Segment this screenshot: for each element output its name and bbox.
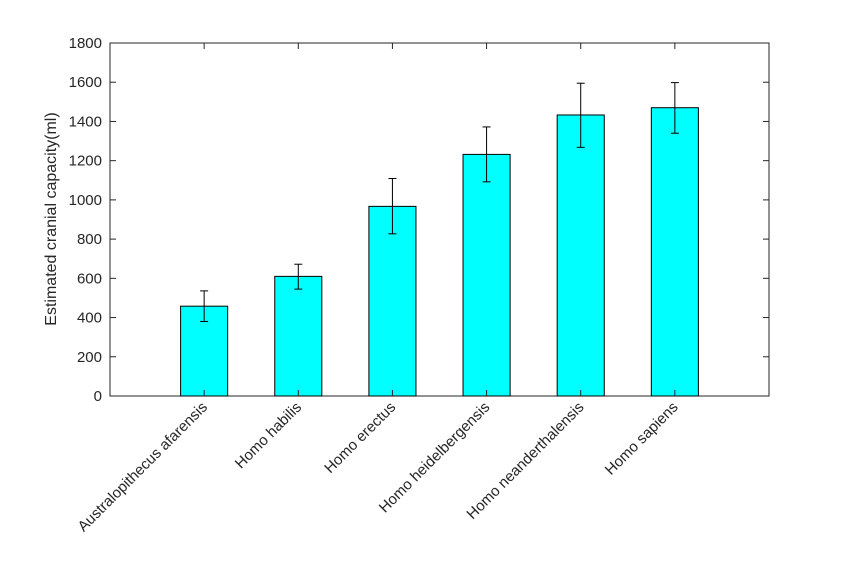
y-tick-label: 1400 xyxy=(69,113,102,130)
x-axis-labels: Australopithecus afarensis Homo habilis Ho… xyxy=(75,399,682,535)
error-bar xyxy=(388,178,397,235)
error-bars-group xyxy=(200,82,679,322)
bar xyxy=(368,205,417,397)
bar xyxy=(274,275,323,397)
x-category-label: Homo habilis xyxy=(232,399,305,472)
x-category-label: Homo sapiens xyxy=(602,399,682,479)
y-tick-label: 800 xyxy=(77,231,102,248)
y-tick-label: 200 xyxy=(77,349,102,366)
error-bar xyxy=(576,82,585,148)
x-category-label: Australopithecus afarensis xyxy=(75,399,211,535)
y-tick-label: 1600 xyxy=(69,74,102,91)
bar xyxy=(650,107,699,397)
y-tick-label: 1000 xyxy=(69,192,102,209)
y-tick-label: 600 xyxy=(77,270,102,287)
y-axis-ticks: 0 200 400 600 800 1000 1200 1400 1600 1800 xyxy=(69,35,769,405)
bar xyxy=(556,114,605,397)
bars-group xyxy=(180,107,699,397)
y-tick-label: 0 xyxy=(94,388,102,405)
x-category-label: Homo erectus xyxy=(321,399,399,477)
error-bar xyxy=(670,82,679,134)
y-axis-title: Estimated cranial capacity(ml) xyxy=(43,112,60,325)
error-bar xyxy=(294,263,303,290)
y-tick-label: 400 xyxy=(77,310,102,327)
y-tick-label: 1200 xyxy=(69,153,102,170)
error-bar xyxy=(200,290,209,322)
y-tick-label: 1800 xyxy=(69,35,102,52)
bar xyxy=(462,153,511,397)
error-bar xyxy=(482,126,491,183)
